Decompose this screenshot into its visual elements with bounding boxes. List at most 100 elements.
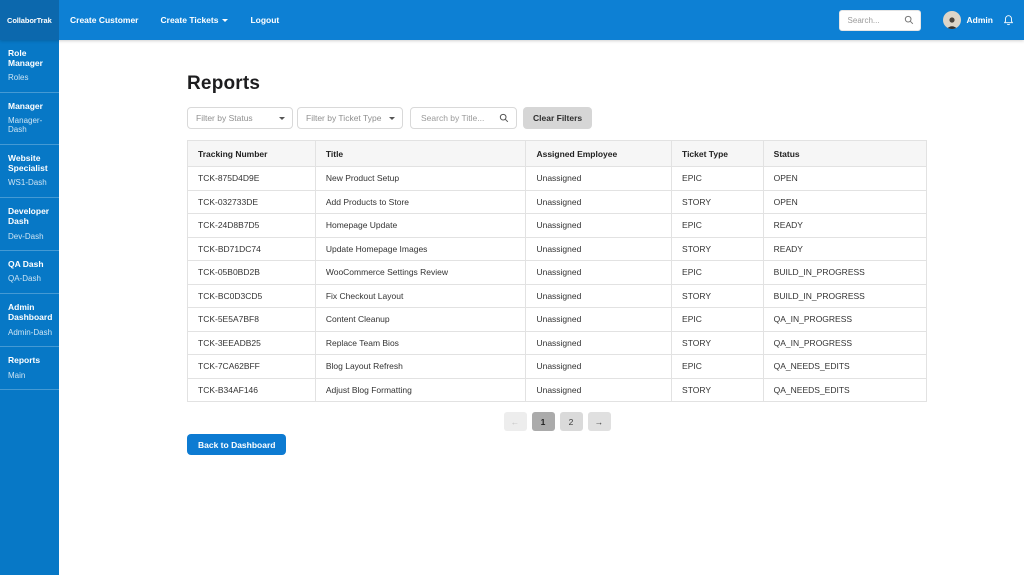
- table-cell: EPIC: [671, 166, 764, 191]
- table-cell: QA_IN_PROGRESS: [762, 307, 928, 332]
- person-icon: [946, 17, 958, 29]
- username-label[interactable]: Admin: [966, 15, 993, 25]
- table-cell: BUILD_IN_PROGRESS: [762, 283, 928, 308]
- sidebar-item-ws1-dash[interactable]: WS1-Dash: [8, 178, 47, 188]
- navbar-links: Create Customer Create Tickets Logout: [59, 0, 290, 40]
- sidebar-item-qa-dash[interactable]: QA-Dash: [8, 274, 41, 284]
- sidebar-section-title: Admin Dashboard: [8, 302, 53, 323]
- table-row[interactable]: TCK-875D4D9E New Product Setup Unassigned E…: [187, 166, 928, 191]
- table-cell: Unassigned: [525, 260, 673, 285]
- table-row[interactable]: TCK-BC0D3CD5 Fix Checkout Layout Unassigne…: [187, 283, 928, 308]
- back-to-dashboard-button[interactable]: Back to Dashboard: [187, 434, 287, 455]
- sidebar-section-reports: Reports Main: [0, 347, 59, 391]
- bell-icon[interactable]: [1003, 14, 1014, 26]
- table-cell: TCK-3EEADB25: [187, 330, 316, 355]
- table-row[interactable]: TCK-05B0BD2B WooCommerce Settings Review U…: [187, 260, 928, 285]
- table-cell: OPEN: [762, 166, 928, 191]
- sidebar-section-qa-dash: QA Dash QA-Dash: [0, 251, 59, 295]
- table-cell: Adjust Blog Formatting: [314, 377, 527, 402]
- table-cell: QA_NEEDS_EDITS: [762, 377, 928, 402]
- pagination-prev-button[interactable]: ←: [503, 412, 527, 431]
- sidebar-section-website-specialist: Website Specialist WS1-Dash: [0, 145, 59, 199]
- pagination-page-1-button[interactable]: 1: [531, 412, 555, 431]
- column-header-assigned-employee: Assigned Employee: [525, 140, 673, 167]
- sidebar-section-manager: Manager Manager-Dash: [0, 93, 59, 145]
- table-row[interactable]: TCK-032733DE Add Products to Store Unassig…: [187, 189, 928, 214]
- table-cell: QA_NEEDS_EDITS: [762, 354, 928, 379]
- sidebar-section-title: Website Specialist: [8, 152, 48, 174]
- table-cell: STORY: [671, 236, 764, 261]
- table-cell: EPIC: [671, 354, 764, 379]
- title-search-input[interactable]: [419, 112, 499, 124]
- sidebar-item-dev-dash[interactable]: Dev-Dash: [8, 231, 44, 241]
- column-header-status: Status: [762, 140, 928, 167]
- table-cell: TCK-05B0BD2B: [187, 260, 316, 285]
- table-cell: Update Homepage Images: [314, 236, 527, 261]
- table-header-row: Tracking Number Title Assigned Employee …: [187, 140, 928, 167]
- caret-down-icon: [222, 18, 229, 22]
- table-cell: Unassigned: [525, 213, 673, 238]
- sidebar-item-manager-dash[interactable]: Manager-Dash: [8, 116, 43, 135]
- sidebar: Role Manager Roles Manager Manager-Dash …: [0, 40, 59, 575]
- pagination-next-button[interactable]: →: [587, 412, 611, 431]
- navbar-search-input[interactable]: [845, 14, 904, 26]
- sidebar-item-roles[interactable]: Roles: [8, 73, 29, 83]
- pagination-page-2-button[interactable]: 2: [559, 412, 583, 431]
- table-cell: TCK-BC0D3CD5: [187, 283, 316, 308]
- tickets-table-body: TCK-875D4D9E New Product Setup Unassigned E…: [187, 166, 928, 402]
- table-cell: Fix Checkout Layout: [314, 283, 527, 308]
- column-header-ticket-type: Ticket Type: [671, 140, 764, 167]
- table-row[interactable]: TCK-24D8B7D5 Homepage Update Unassigned EPI…: [187, 213, 928, 238]
- table-cell: QA_IN_PROGRESS: [762, 330, 928, 355]
- table-cell: New Product Setup: [314, 166, 527, 191]
- table-cell: OPEN: [762, 189, 928, 214]
- table-cell: Unassigned: [525, 330, 673, 355]
- table-cell: Unassigned: [525, 189, 673, 214]
- table-cell: Add Products to Store: [314, 189, 527, 214]
- sidebar-item-main[interactable]: Main: [8, 370, 26, 380]
- brand-logo[interactable]: CollaborTrak: [0, 0, 59, 40]
- filter-status-value: Filter by Status: [196, 113, 253, 123]
- table-row[interactable]: TCK-BD71DC74 Update Homepage Images Unassi…: [187, 236, 928, 261]
- caret-down-icon: [389, 117, 395, 120]
- table-cell: TCK-875D4D9E: [187, 166, 316, 191]
- sidebar-section-admin-dashboard: Admin Dashboard Admin-Dash: [0, 294, 59, 348]
- table-cell: TCK-24D8B7D5: [187, 213, 316, 238]
- table-row[interactable]: TCK-B34AF146 Adjust Blog Formatting Unassi…: [187, 377, 928, 402]
- sidebar-item-admin-dash[interactable]: Admin-Dash: [8, 327, 53, 337]
- filter-status-select[interactable]: Filter by Status: [187, 107, 293, 129]
- nav-create-tickets-label: Create Tickets: [160, 15, 219, 25]
- table-cell: BUILD_IN_PROGRESS: [762, 260, 928, 285]
- table-cell: Unassigned: [525, 354, 673, 379]
- table-cell: STORY: [671, 189, 764, 214]
- table-cell: TCK-5E5A7BF8: [187, 307, 316, 332]
- navbar-right: Admin: [838, 0, 1024, 40]
- table-row[interactable]: TCK-5E5A7BF8 Content Cleanup Unassigned EPI…: [187, 307, 928, 332]
- search-icon[interactable]: [904, 15, 914, 25]
- sidebar-section-title: Developer Dash: [8, 206, 50, 227]
- navbar-search-box: [838, 9, 921, 31]
- table-cell: TCK-7CA62BFF: [187, 354, 316, 379]
- sidebar-section-title: Manager: [8, 101, 43, 112]
- nav-create-customer[interactable]: Create Customer: [70, 15, 139, 25]
- table-row[interactable]: TCK-7CA62BFF Blog Layout Refresh Unassigne…: [187, 354, 928, 379]
- table-cell: EPIC: [671, 307, 764, 332]
- column-header-title: Title: [314, 140, 527, 167]
- table-row[interactable]: TCK-3EEADB25 Replace Team Bios Unassigned S…: [187, 330, 928, 355]
- table-cell: EPIC: [671, 260, 764, 285]
- table-header: Tracking Number Title Assigned Employee …: [187, 140, 928, 167]
- nav-create-tickets[interactable]: Create Tickets: [150, 0, 240, 40]
- table-cell: Unassigned: [525, 283, 673, 308]
- nav-logout[interactable]: Logout: [250, 15, 280, 25]
- search-icon[interactable]: [499, 113, 509, 123]
- table-cell: STORY: [671, 377, 764, 402]
- title-search-box: [410, 107, 517, 129]
- tickets-table: Tracking Number Title Assigned Employee …: [187, 140, 928, 402]
- avatar[interactable]: [942, 11, 961, 29]
- top-navbar: CollaborTrak Create Customer Create Tick…: [0, 0, 1024, 40]
- table-cell: Replace Team Bios: [314, 330, 527, 355]
- sidebar-section-title: Reports: [8, 355, 41, 366]
- table-cell: Blog Layout Refresh: [314, 354, 527, 379]
- clear-filters-button[interactable]: Clear Filters: [523, 107, 593, 129]
- filter-ticket-type-select[interactable]: Filter by Ticket Type: [297, 107, 403, 129]
